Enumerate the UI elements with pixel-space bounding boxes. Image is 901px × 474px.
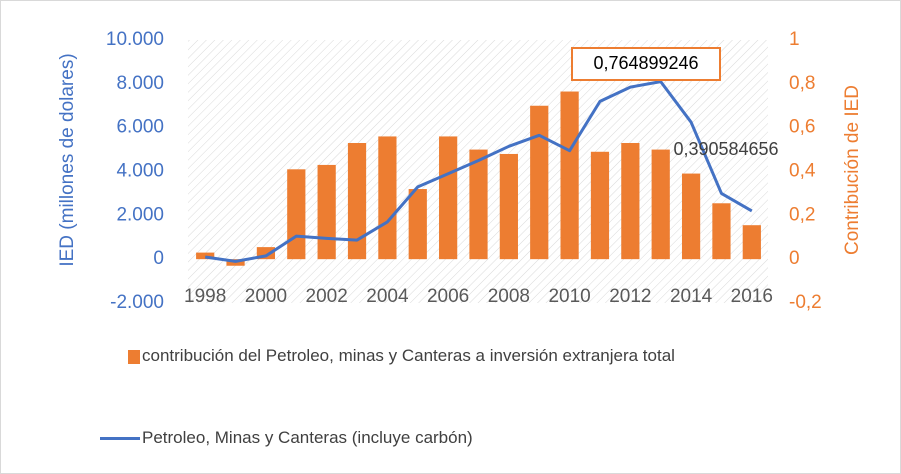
y-tick-label: 4.000 xyxy=(116,161,164,182)
bar xyxy=(681,173,701,260)
y2-tick-label: 0,8 xyxy=(789,73,815,94)
bar xyxy=(621,143,640,260)
x-tick-label: 2008 xyxy=(488,286,530,307)
y2-tick-label: 0 xyxy=(789,248,800,269)
x-tick-label: 2000 xyxy=(245,286,287,307)
bar xyxy=(408,189,427,260)
x-tick-label: 2004 xyxy=(366,286,409,307)
legend-swatch xyxy=(128,350,140,364)
y-tick-label: 10.000 xyxy=(106,29,164,50)
bar xyxy=(651,149,670,260)
x-tick-label: 2014 xyxy=(670,286,713,307)
x-tick-label: 2012 xyxy=(609,286,651,307)
bar xyxy=(317,164,336,260)
legend-label: Petroleo, Minas y Canteras (incluye carb… xyxy=(142,428,473,447)
legend-swatch xyxy=(100,437,140,440)
y-tick-label: 2.000 xyxy=(116,204,164,225)
y-tick-label: 0 xyxy=(153,248,164,269)
bar xyxy=(530,105,549,260)
line xyxy=(204,80,753,263)
x-tick-label: 2002 xyxy=(306,286,348,307)
y2-axis-title: Contribución de IED xyxy=(842,85,863,255)
legend-label: contribución del Petroleo, minas y Cante… xyxy=(142,346,675,365)
y2-tick-label: -0,2 xyxy=(789,292,822,313)
x-tick-label: 2016 xyxy=(731,286,773,307)
bar xyxy=(560,91,579,260)
x-tick-label: 2010 xyxy=(548,286,590,307)
y2-tick-label: 0,4 xyxy=(789,161,816,182)
bar xyxy=(469,149,488,260)
y2-tick-label: 0,2 xyxy=(789,204,815,225)
y-tick-label: -2.000 xyxy=(110,292,164,313)
y-tick-label: 8.000 xyxy=(116,73,164,94)
bar xyxy=(499,153,518,260)
bar xyxy=(712,203,731,260)
bar xyxy=(590,151,610,260)
bar xyxy=(287,169,306,260)
bar xyxy=(347,143,367,260)
label-box xyxy=(571,47,721,81)
data-label: 0,764899246 xyxy=(593,53,698,73)
bar xyxy=(378,136,397,260)
x-tick-label: 1998 xyxy=(184,286,226,307)
bar xyxy=(439,136,458,260)
y2-tick-label: 1 xyxy=(789,29,800,50)
bar xyxy=(196,252,215,260)
y-axis-title: IED (millones de dolares) xyxy=(57,53,78,266)
data-label: 0,390584656 xyxy=(673,139,778,159)
y-tick-label: 6.000 xyxy=(116,117,164,138)
bar xyxy=(742,225,761,260)
y2-tick-label: 0,6 xyxy=(789,117,815,138)
x-tick-label: 2006 xyxy=(427,286,469,307)
